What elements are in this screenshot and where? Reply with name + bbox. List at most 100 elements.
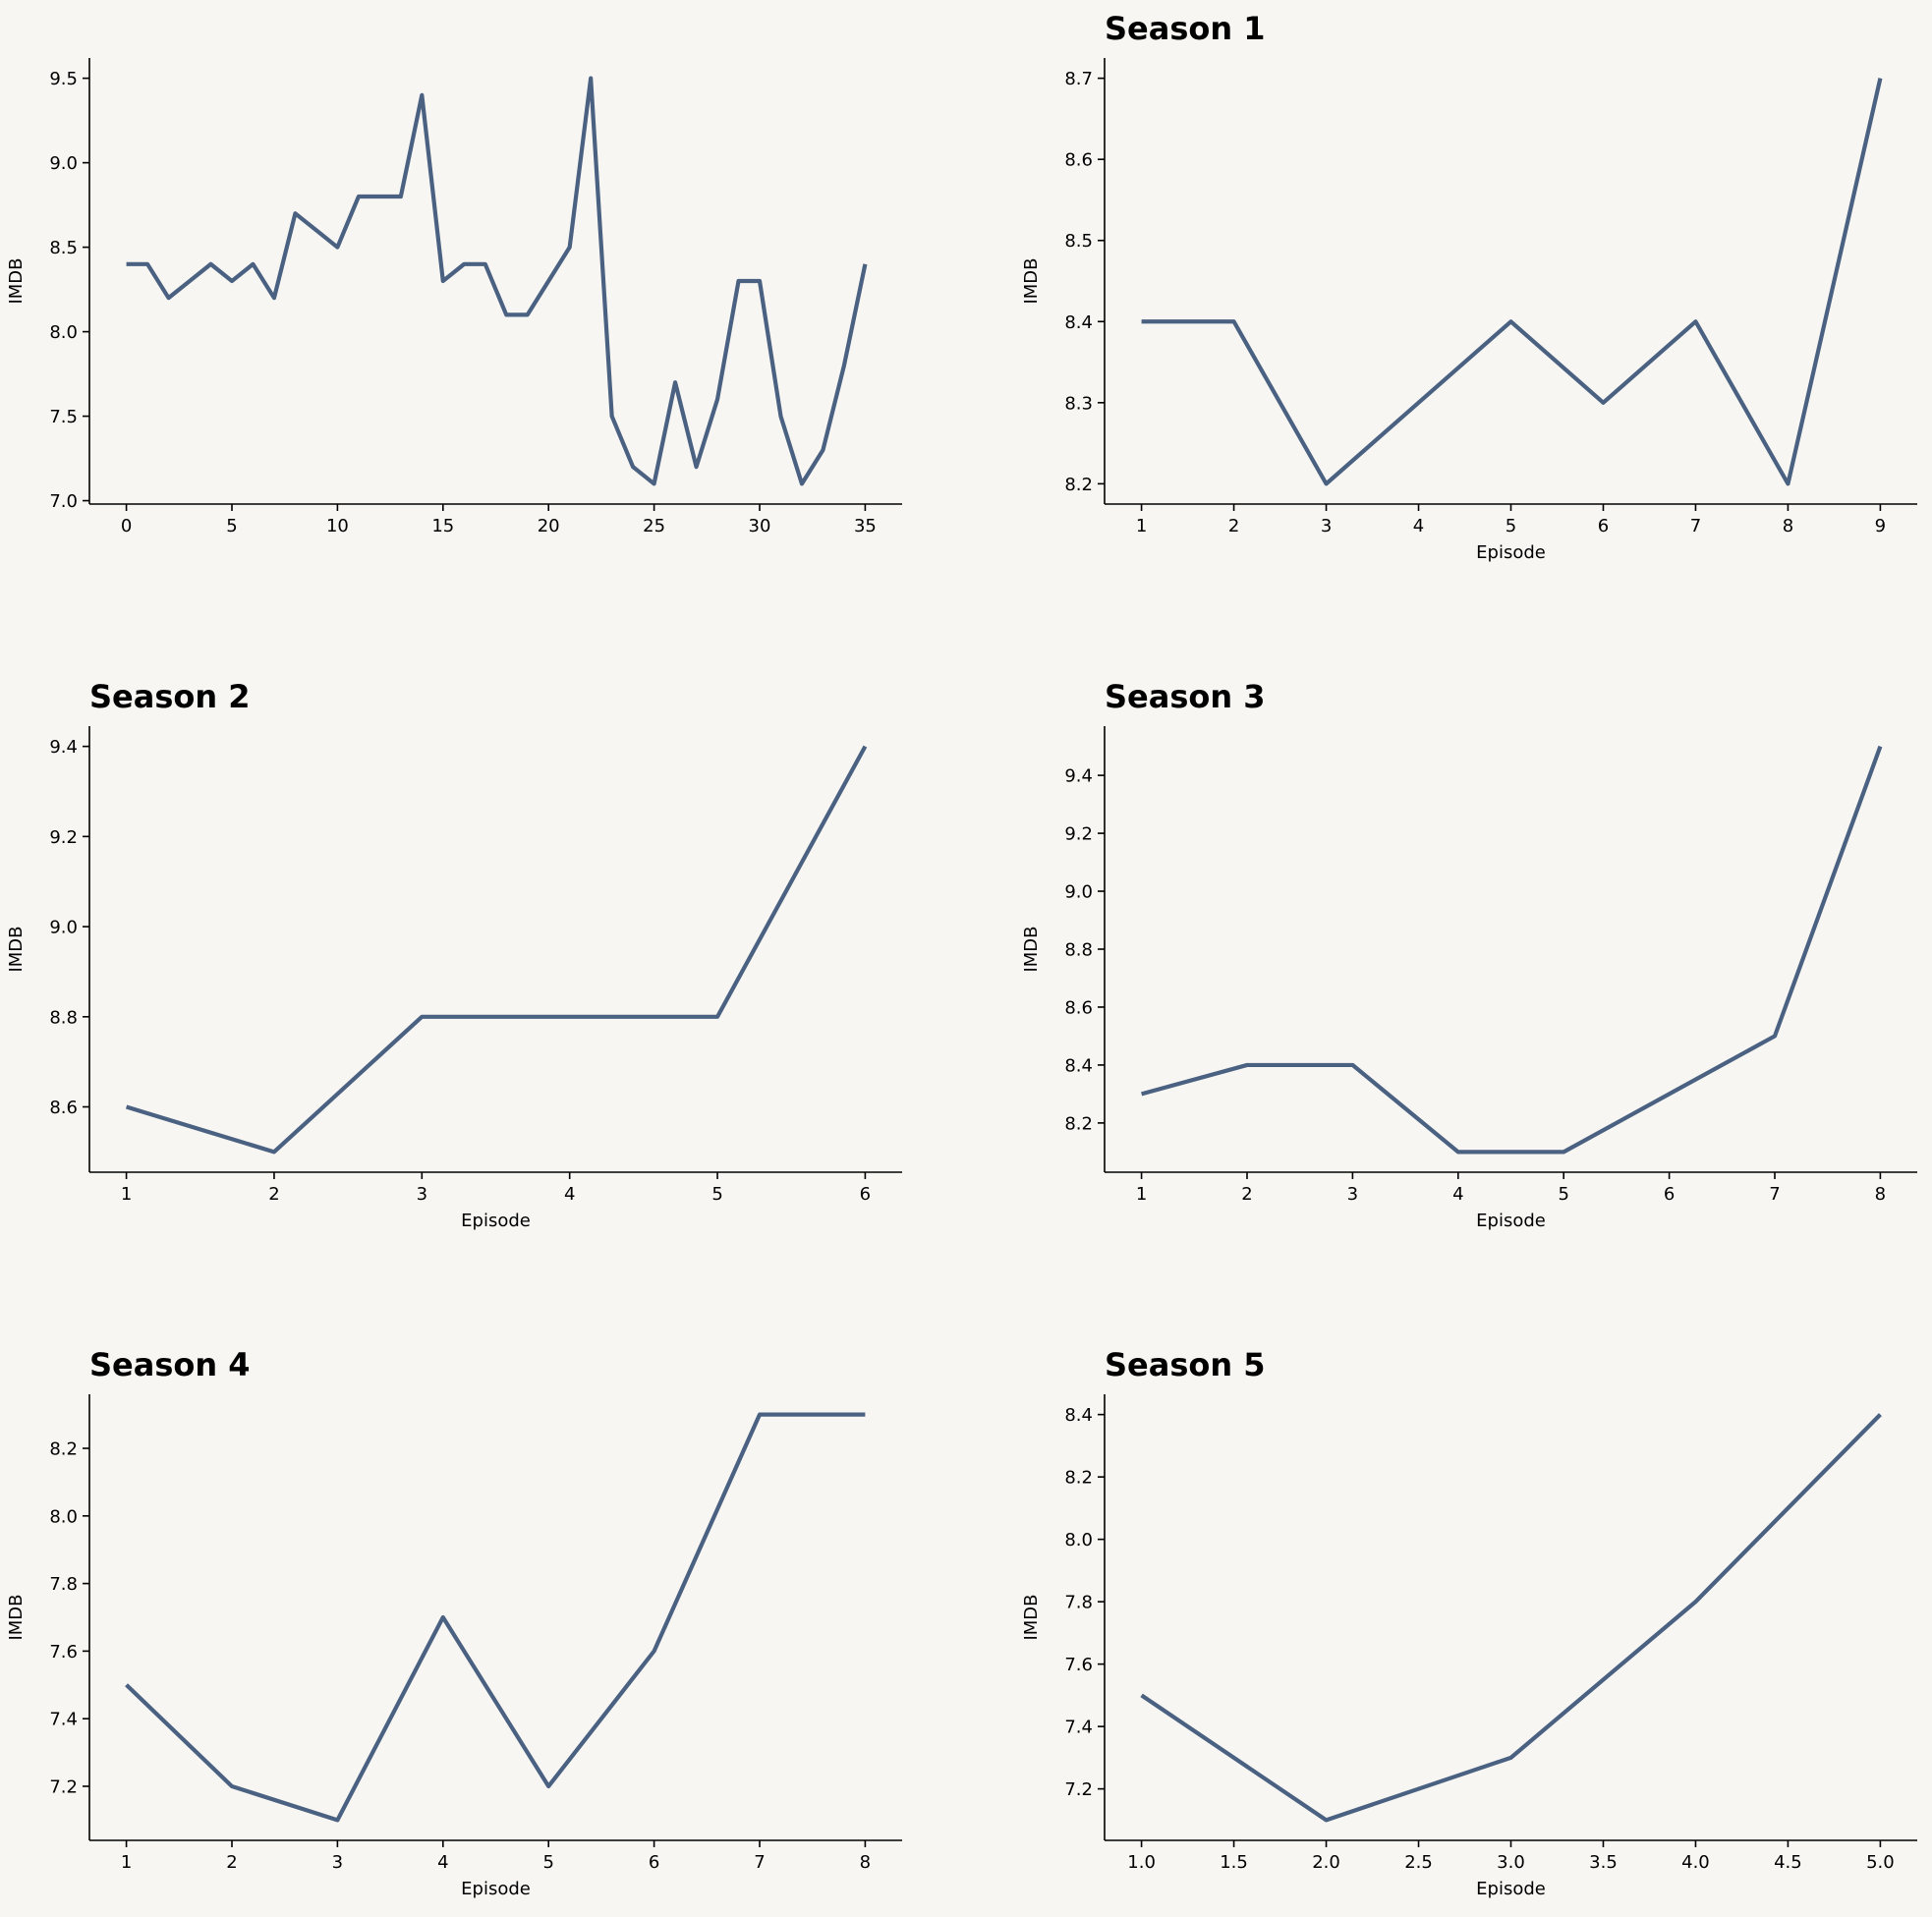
y-tick-label: 8.4 [1064, 1405, 1093, 1426]
x-tick-label: 1.0 [1127, 1852, 1156, 1873]
chart-panel-1: 0 5 10 15 20 25 30 35 7.0 7.5 8.0 8.5 9.0 9.5 IMDB [6, 58, 902, 536]
y-tick-label: 9.0 [49, 918, 78, 938]
x-tick-label: 2 [268, 1184, 279, 1205]
series-line-1 [1140, 1413, 1882, 1823]
chart-title: Season 3 [1105, 678, 1266, 715]
series-line-1 [125, 745, 868, 1155]
y-tick-label: 7.6 [1064, 1655, 1093, 1675]
x-tick-label: 20 [538, 516, 560, 536]
series-line-1 [1141, 78, 1883, 486]
x-tick-label: 9 [1875, 516, 1886, 536]
chart-panel-3: 1 2 3 4 5 6 8.6 8.8 9.0 9.2 9.4 Episode IMDB Season 2 [6, 678, 902, 1231]
series-line-1 [125, 1412, 866, 1823]
x-tick-label: 6 [649, 1852, 659, 1873]
x-tick-label: 5.0 [1866, 1852, 1895, 1873]
x-tick-label: 10 [326, 516, 349, 536]
x-tick-label: 4 [1413, 516, 1424, 536]
x-tick-label: 5 [1558, 1184, 1568, 1205]
y-tick-label: 8.8 [49, 1007, 78, 1028]
x-tick-label: 3.5 [1589, 1852, 1618, 1873]
y-tick-label: 7.5 [49, 407, 78, 427]
x-tick-label: 30 [749, 516, 771, 536]
y-tick-label: 8.2 [1064, 1468, 1093, 1489]
y-tick-label: 8.2 [49, 1439, 78, 1460]
x-tick-label: 35 [854, 516, 877, 536]
x-tick-label: 0 [121, 516, 132, 536]
x-tick-label: 6 [860, 1184, 871, 1205]
y-tick-label: 8.2 [1064, 475, 1093, 495]
x-tick-label: 4.0 [1681, 1852, 1710, 1873]
x-tick-label: 7 [1769, 1184, 1780, 1205]
y-tick-label: 9.5 [49, 69, 78, 89]
y-tick-label: 7.4 [49, 1710, 78, 1730]
x-tick-label: 4.5 [1774, 1852, 1802, 1873]
x-tick-label: 8 [1875, 1184, 1886, 1205]
x-tick-label: 1 [121, 1184, 132, 1205]
y-tick-label: 7.2 [1064, 1779, 1093, 1800]
x-axis-label: Episode [1476, 1211, 1546, 1231]
x-tick-label: 3 [332, 1852, 343, 1873]
y-tick-label: 9.4 [1064, 766, 1093, 787]
x-tick-label: 7 [1690, 516, 1701, 536]
y-tick-label: 8.0 [1064, 1530, 1093, 1551]
y-tick-label: 8.8 [1064, 940, 1093, 961]
x-axis-label: Episode [1476, 1879, 1546, 1899]
y-tick-label: 8.5 [49, 238, 78, 258]
x-tick-label: 1 [121, 1852, 132, 1873]
y-tick-label: 7.0 [49, 491, 78, 512]
y-tick-label: 9.2 [49, 827, 78, 848]
y-tick-label: 9.0 [49, 153, 78, 174]
y-tick-label: 8.6 [1064, 997, 1093, 1018]
x-tick-label: 2 [226, 1852, 237, 1873]
x-axis-label: Episode [461, 1211, 531, 1231]
chart-title: Season 4 [89, 1346, 251, 1383]
y-tick-label: 7.2 [49, 1776, 78, 1797]
y-tick-label: 8.6 [49, 1098, 78, 1118]
y-axis-label: IMDB [1021, 926, 1042, 972]
x-tick-label: 2 [1241, 1184, 1252, 1205]
x-tick-label: 1 [1136, 1184, 1147, 1205]
y-tick-label: 8.6 [1064, 150, 1093, 171]
x-tick-label: 6 [1664, 1184, 1675, 1205]
x-tick-label: 7 [754, 1852, 765, 1873]
y-tick-label: 9.0 [1064, 882, 1093, 903]
x-tick-label: 4 [1452, 1184, 1463, 1205]
x-tick-label: 5 [1506, 516, 1516, 536]
y-tick-label: 8.7 [1064, 69, 1093, 89]
x-tick-label: 1.5 [1220, 1852, 1248, 1873]
x-tick-label: 8 [1783, 516, 1793, 536]
y-tick-label: 8.0 [49, 1506, 78, 1527]
y-tick-label: 7.6 [49, 1642, 78, 1663]
chart-panel-5: 1 2 3 4 5 6 7 8 7.2 7.4 7.6 7.8 8.0 8.2 Episode IMDB Sea… [6, 1346, 902, 1899]
chart-title: Season 1 [1105, 10, 1266, 47]
x-tick-label: 3.0 [1497, 1852, 1525, 1873]
x-tick-label: 25 [643, 516, 665, 536]
series-line-1 [1141, 745, 1883, 1155]
x-tick-label: 3 [1321, 516, 1332, 536]
y-tick-label: 9.2 [1064, 824, 1093, 845]
x-tick-label: 3 [1347, 1184, 1358, 1205]
x-tick-label: 2.0 [1312, 1852, 1340, 1873]
chart-panel-6: 1.0 1.5 2.0 2.5 3.0 3.5 4.0 4.5 5.0 7.2 7.4 7.6 7.8 8… [1021, 1346, 1917, 1899]
y-axis-label: IMDB [1021, 1594, 1042, 1640]
y-axis-label: IMDB [6, 1594, 27, 1640]
y-tick-label: 9.4 [49, 737, 78, 758]
x-tick-label: 4 [564, 1184, 575, 1205]
y-tick-label: 7.8 [1064, 1593, 1093, 1613]
x-tick-label: 15 [431, 516, 454, 536]
x-axis-label: Episode [1476, 542, 1546, 563]
y-tick-label: 8.5 [1064, 231, 1093, 252]
x-tick-label: 5 [226, 516, 237, 536]
x-tick-label: 1 [1136, 516, 1147, 536]
y-tick-label: 7.4 [1064, 1718, 1093, 1738]
y-tick-label: 8.0 [49, 322, 78, 343]
x-tick-label: 5 [542, 1852, 553, 1873]
x-tick-label: 2.5 [1404, 1852, 1433, 1873]
y-tick-label: 8.4 [1064, 312, 1093, 333]
x-tick-label: 2 [1228, 516, 1239, 536]
series-line-1 [126, 76, 868, 486]
y-tick-label: 8.4 [1064, 1055, 1093, 1076]
y-tick-label: 7.8 [49, 1574, 78, 1595]
chart-panel-4: 1 2 3 4 5 6 7 8 8.2 8.4 8.6 8.8 9.0 9.2 9.4 Episode IMDB… [1021, 678, 1917, 1231]
x-tick-label: 8 [860, 1852, 871, 1873]
